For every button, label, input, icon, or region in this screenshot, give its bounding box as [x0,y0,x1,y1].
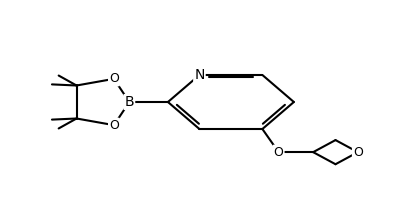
Text: O: O [109,72,119,85]
Text: B: B [124,95,134,109]
Text: O: O [353,146,363,159]
Text: O: O [274,146,283,159]
Text: O: O [109,119,119,132]
Text: N: N [194,68,204,82]
